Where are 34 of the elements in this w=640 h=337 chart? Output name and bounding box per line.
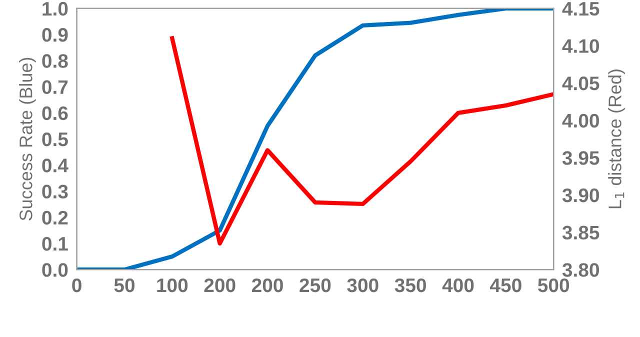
y2-tick-label: 3.95 — [562, 151, 600, 165]
y-tick-label: 0.5 — [42, 132, 68, 146]
y-tick-label: 0.3 — [42, 184, 68, 199]
x-tick-label: 250 — [300, 278, 331, 292]
y2-tick-label: 4.10 — [562, 39, 599, 53]
x-tick-label: 400 — [442, 278, 474, 292]
x-tick-label: 100 — [157, 278, 188, 292]
y2-axis-title: L$_{1}$ distance (Red) — [608, 70, 625, 208]
y-tick-label: 0.8 — [42, 54, 68, 68]
y-tick-label: 0.1 — [42, 236, 68, 251]
y-tick-label: 0.0 — [42, 263, 68, 277]
x-tick-label: 350 — [394, 278, 426, 292]
y2-tick-label: 3.85 — [562, 226, 600, 240]
x-tick-label: 200 — [252, 278, 283, 292]
x-tick-label: 50 — [114, 278, 134, 292]
x-tick-label: 0 — [72, 278, 82, 292]
y2-tick-label: 3.80 — [562, 263, 599, 277]
x-tick-label: 500 — [538, 278, 570, 292]
y2-tick-label: 4.05 — [562, 76, 600, 90]
y-tick-label: 0.6 — [42, 106, 68, 120]
y-tick-label: 0.7 — [42, 80, 68, 94]
y2-tick-label: 3.90 — [562, 188, 599, 202]
y-axis-title: Success Rate (Blue) — [19, 58, 36, 220]
line-series — [76, 8, 554, 270]
y-tick-label: 1.0 — [42, 2, 68, 16]
x-tick-label: 450 — [490, 278, 522, 292]
y-tick-label: 0.4 — [42, 158, 68, 172]
y2-tick-label: 4.00 — [562, 114, 599, 128]
x-tick-label: 200 — [204, 278, 236, 292]
y-tick-label: 0.2 — [42, 210, 68, 225]
y-tick-label: 0.9 — [42, 28, 68, 42]
line-series — [170, 36, 554, 246]
y2-tick-label: 4.15 — [562, 2, 600, 16]
x-tick-label: 300 — [347, 278, 378, 292]
